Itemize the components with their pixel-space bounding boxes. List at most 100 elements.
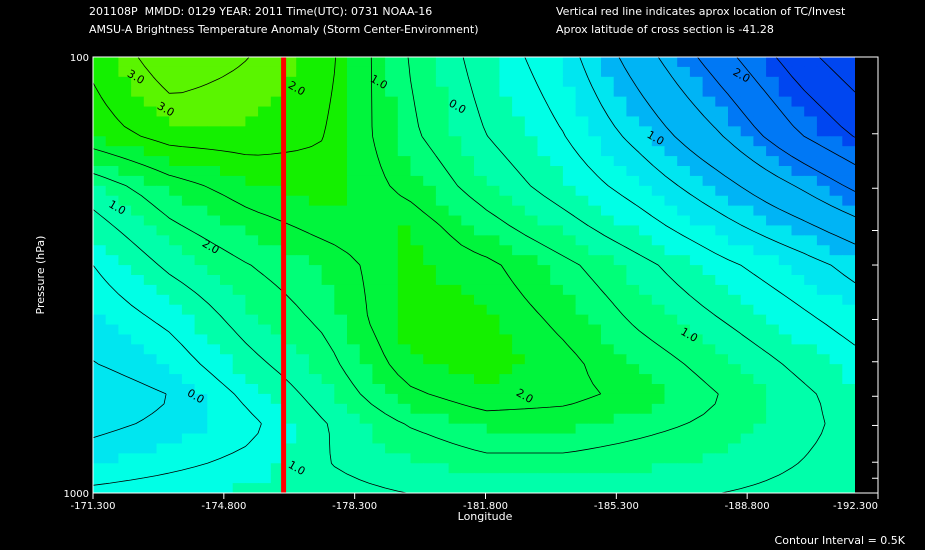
heatmap-cell <box>537 166 551 177</box>
heatmap-cell <box>143 195 158 207</box>
heatmap-cell <box>677 146 691 157</box>
heatmap-cell <box>613 76 627 88</box>
heatmap-cell <box>270 116 285 127</box>
heatmap-cell <box>550 76 564 88</box>
heatmap-cell <box>804 66 818 78</box>
heatmap-cell <box>372 393 386 405</box>
heatmap-cell <box>575 166 589 177</box>
heatmap-cell <box>169 443 183 454</box>
heatmap-cell <box>474 453 488 464</box>
heatmap-cell <box>689 106 704 118</box>
heatmap-cell <box>410 136 424 147</box>
heatmap-cell <box>613 304 627 316</box>
heatmap-cell <box>258 314 272 326</box>
heatmap-cell <box>778 136 793 147</box>
heatmap-cell <box>220 483 234 493</box>
heatmap-cell <box>778 413 793 425</box>
heatmap-cell <box>423 354 437 365</box>
heatmap-cell <box>423 413 437 425</box>
heatmap-cell <box>194 384 208 395</box>
heatmap-cell <box>105 384 119 395</box>
heatmap-cell <box>321 166 335 177</box>
heatmap-cell <box>550 96 564 108</box>
heatmap-cell <box>550 294 564 306</box>
heatmap-cell <box>740 156 754 167</box>
heatmap-cell <box>677 195 691 207</box>
heatmap-cell <box>245 393 259 405</box>
heatmap-cell <box>575 235 589 246</box>
contour-line-3 <box>137 57 250 94</box>
heatmap-cell <box>435 354 450 365</box>
heatmap-cell <box>423 57 437 68</box>
heatmap-cell <box>512 423 526 435</box>
heatmap-cell <box>410 175 424 187</box>
heatmap-cell <box>550 344 564 355</box>
heatmap-cell <box>778 235 793 246</box>
heatmap-cell <box>232 156 246 167</box>
heatmap-cell <box>575 146 589 157</box>
heatmap-cell <box>829 76 843 88</box>
heatmap-cell <box>105 96 119 108</box>
heatmap-cell <box>791 265 805 276</box>
heatmap-cell <box>359 66 373 78</box>
heatmap-cell <box>308 185 323 197</box>
heatmap-cell <box>753 294 767 306</box>
heatmap-cell <box>258 86 272 98</box>
heatmap-cell <box>181 166 196 177</box>
heatmap-cell <box>791 86 805 98</box>
heatmap-cell <box>740 463 754 474</box>
heatmap-cell <box>474 423 488 435</box>
heatmap-cell <box>715 344 729 355</box>
heatmap-cell <box>347 265 361 276</box>
heatmap-cell <box>181 294 196 306</box>
heatmap-cell <box>537 354 551 365</box>
heatmap-cell <box>715 205 729 217</box>
heatmap-cell <box>321 116 335 127</box>
heatmap-cell <box>181 364 196 375</box>
heatmap-cell <box>575 403 589 415</box>
heatmap-cell <box>766 126 780 137</box>
heatmap-cell <box>169 304 183 316</box>
heatmap-cell <box>499 215 513 227</box>
heatmap-cell <box>308 423 323 435</box>
heatmap-cell <box>639 235 653 246</box>
heatmap-cell <box>626 96 640 108</box>
heatmap-cell <box>740 96 754 108</box>
heatmap-cell <box>245 195 259 207</box>
heatmap-cell <box>791 443 805 454</box>
heatmap-cell <box>105 116 119 127</box>
heatmap-cell <box>385 225 399 236</box>
heatmap-cell <box>283 403 297 415</box>
heatmap-cell <box>156 473 170 484</box>
heatmap-cell <box>601 66 615 78</box>
heatmap-cell <box>347 403 361 415</box>
heatmap-cell <box>550 215 564 227</box>
heatmap-cell <box>550 314 564 326</box>
heatmap-cell <box>156 384 170 395</box>
heatmap-cell <box>829 284 843 296</box>
heatmap-cell <box>93 374 107 385</box>
heatmap-cell <box>245 255 259 266</box>
heatmap-cell <box>207 225 221 236</box>
heatmap-cell <box>105 126 119 137</box>
heatmap-cell <box>728 334 742 345</box>
heatmap-cell <box>169 393 183 405</box>
heatmap-cell <box>194 423 208 435</box>
heatmap-cell <box>512 354 526 365</box>
heatmap-cell <box>588 384 602 395</box>
heatmap-cell <box>702 195 716 207</box>
heatmap-cell <box>702 96 716 108</box>
heatmap-cell <box>181 265 196 276</box>
heatmap-cell <box>537 284 551 296</box>
heatmap-cell <box>207 265 221 276</box>
heatmap-cell <box>347 304 361 316</box>
heatmap-cell <box>258 403 272 415</box>
heatmap-cell <box>689 443 704 454</box>
heatmap-cell <box>601 374 615 385</box>
heatmap-cell <box>181 443 196 454</box>
heatmap-cell <box>740 423 754 435</box>
heatmap-cell <box>131 166 145 177</box>
heatmap-cell <box>194 344 208 355</box>
heatmap-cell <box>753 284 767 296</box>
heatmap-cell <box>778 86 793 98</box>
